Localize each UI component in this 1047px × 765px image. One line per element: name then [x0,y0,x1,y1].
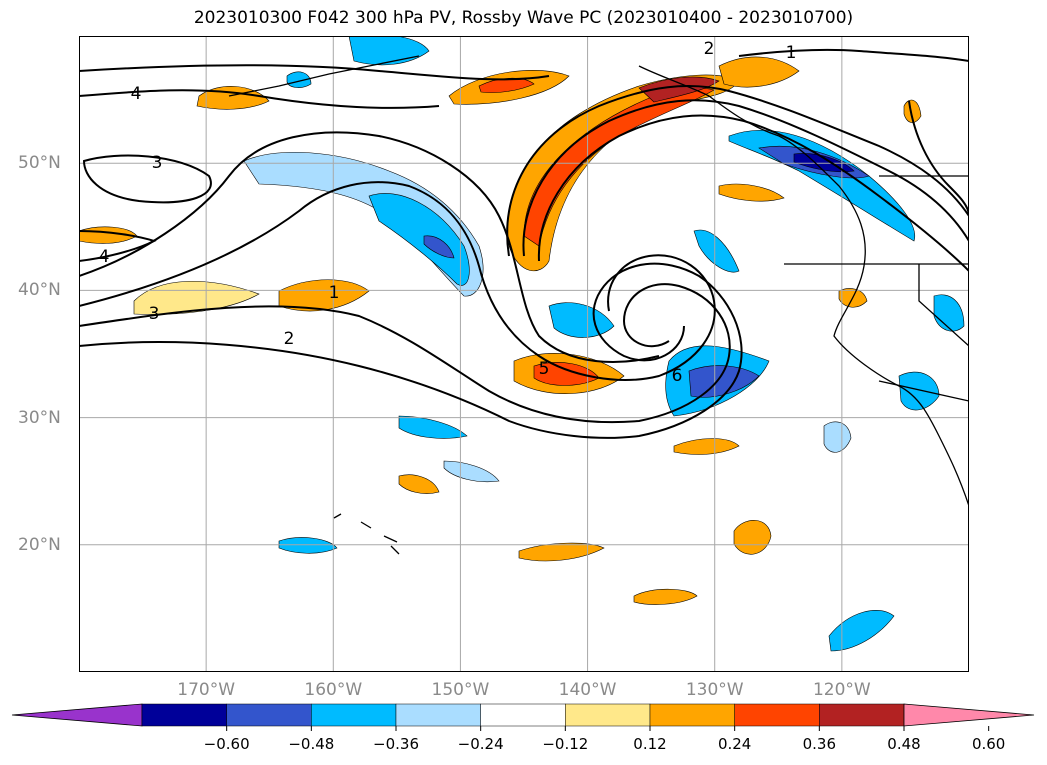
pv-contour [78,131,660,363]
pv-contour [82,154,212,204]
latitude-label: 50°N [18,153,61,174]
negative-anomaly-region [823,421,852,453]
positive-anomaly-region [718,56,800,88]
positive-anomaly-region [733,520,772,555]
state-border [878,380,970,402]
pv-contour [738,48,970,62]
hawaii-islands [333,513,400,555]
colorbar-bin [565,703,651,727]
colorbar-tick-label: −0.36 [373,735,419,753]
contour-label: 1 [786,43,797,63]
contour-label: 5 [539,359,550,379]
colorbar-extend-low [11,703,143,727]
colorbar-extend-high [903,703,1035,727]
negative-anomaly-region [693,229,740,273]
negative-anomaly-region [828,610,895,652]
map-border [79,36,969,672]
colorbar-tick-label: −0.60 [204,735,250,753]
state-border [918,264,970,347]
coastlines [228,55,970,555]
positive-anomaly-region [673,438,740,455]
positive-anomaly-region [278,279,370,312]
colorbar-tick-label: 0.60 [972,735,1005,753]
negative-anomaly-region [398,415,468,439]
colorbar-tick-label: −0.12 [542,735,588,753]
contour-label: 3 [149,304,160,324]
longitude-label: 120°W [812,680,871,700]
pv-contour [506,85,970,257]
pv-contour [78,283,731,424]
negative-anomaly-region [548,302,615,338]
map-panel[interactable]: 1 1 2 2 3 3 4 4 5 6 [78,33,970,672]
negative-anomaly-region [243,151,484,297]
pv-contour [78,230,157,262]
colorbar-tick-label: 0.12 [633,735,666,753]
negative-anomaly-region [368,193,470,286]
pv-contour [78,181,716,381]
longitude-label: 130°W [685,680,744,700]
colorbar-bins [11,703,1035,727]
contour-label: 6 [672,366,683,386]
colorbar-bin [311,703,397,727]
pv-contours [78,48,970,439]
colorbar-bin [141,703,227,727]
pv-contour [537,114,970,272]
aleutian-islands [228,55,420,97]
longitude-label: 170°W [177,680,236,700]
colorbar-bin [480,703,566,727]
colorbar-bin [819,703,905,727]
colorbar-tick-label: 0.24 [718,735,751,753]
positive-anomaly-region [718,183,785,202]
negative-anomaly-region [898,371,940,411]
latitude-label: 30°N [18,407,61,428]
contour-label: 3 [152,153,163,173]
pv-contour [78,262,743,439]
pv-contour [908,100,970,217]
positive-anomaly-region [633,588,698,605]
colorbar-bin [395,703,481,727]
longitude-label: 160°W [304,680,363,700]
colorbar-tick-label: −0.48 [288,735,334,753]
contour-label: 1 [329,283,340,303]
negative-anomaly-region [688,365,760,398]
longitude-label: 150°W [431,680,490,700]
negative-anomaly-region [278,537,338,554]
contour-label: 4 [131,84,142,104]
colorbar-tick-label: 0.48 [887,735,920,753]
colorbar-tick-label: 0.36 [803,735,836,753]
colorbar-bin [226,703,312,727]
colorbar-bin [734,703,820,727]
contour-label: 2 [284,329,295,349]
map-svg: 1 1 2 2 3 3 4 4 5 6 [78,33,970,672]
pv-contour [78,64,550,81]
colorbar-ticks: −0.60 −0.48 −0.36 −0.24 −0.12 0.12 0.24 0.36 0.4… [204,726,1005,753]
latitude-label: 40°N [18,280,61,301]
positive-anomaly-region [638,76,720,103]
north-america-coastline [638,65,970,507]
negative-anomaly-region [423,235,455,259]
longitude-label: 140°W [558,680,617,700]
pv-contour-labels: 1 1 2 2 3 3 4 4 5 6 [99,39,797,386]
colorbar-tick-label: −0.24 [458,735,504,753]
positive-anomaly-region [398,474,440,494]
contour-label: 4 [99,247,110,267]
colorbar: −0.60 −0.48 −0.36 −0.24 −0.12 0.12 0.24 0.36 0.4… [11,703,1035,753]
negative-anomaly-region [443,460,500,483]
positive-anomaly-region [903,99,922,123]
pv-anomaly-shading [78,33,965,652]
pv-contour [522,99,970,257]
contour-label: 2 [704,39,715,59]
map-title: 2023010300 F042 300 hPa PV, Rossby Wave … [193,8,854,28]
negative-anomaly-region [286,71,312,88]
pv-contour [78,89,440,109]
map-gridlines [79,36,969,672]
latitude-label: 20°N [18,534,61,555]
colorbar-bin [649,703,735,727]
